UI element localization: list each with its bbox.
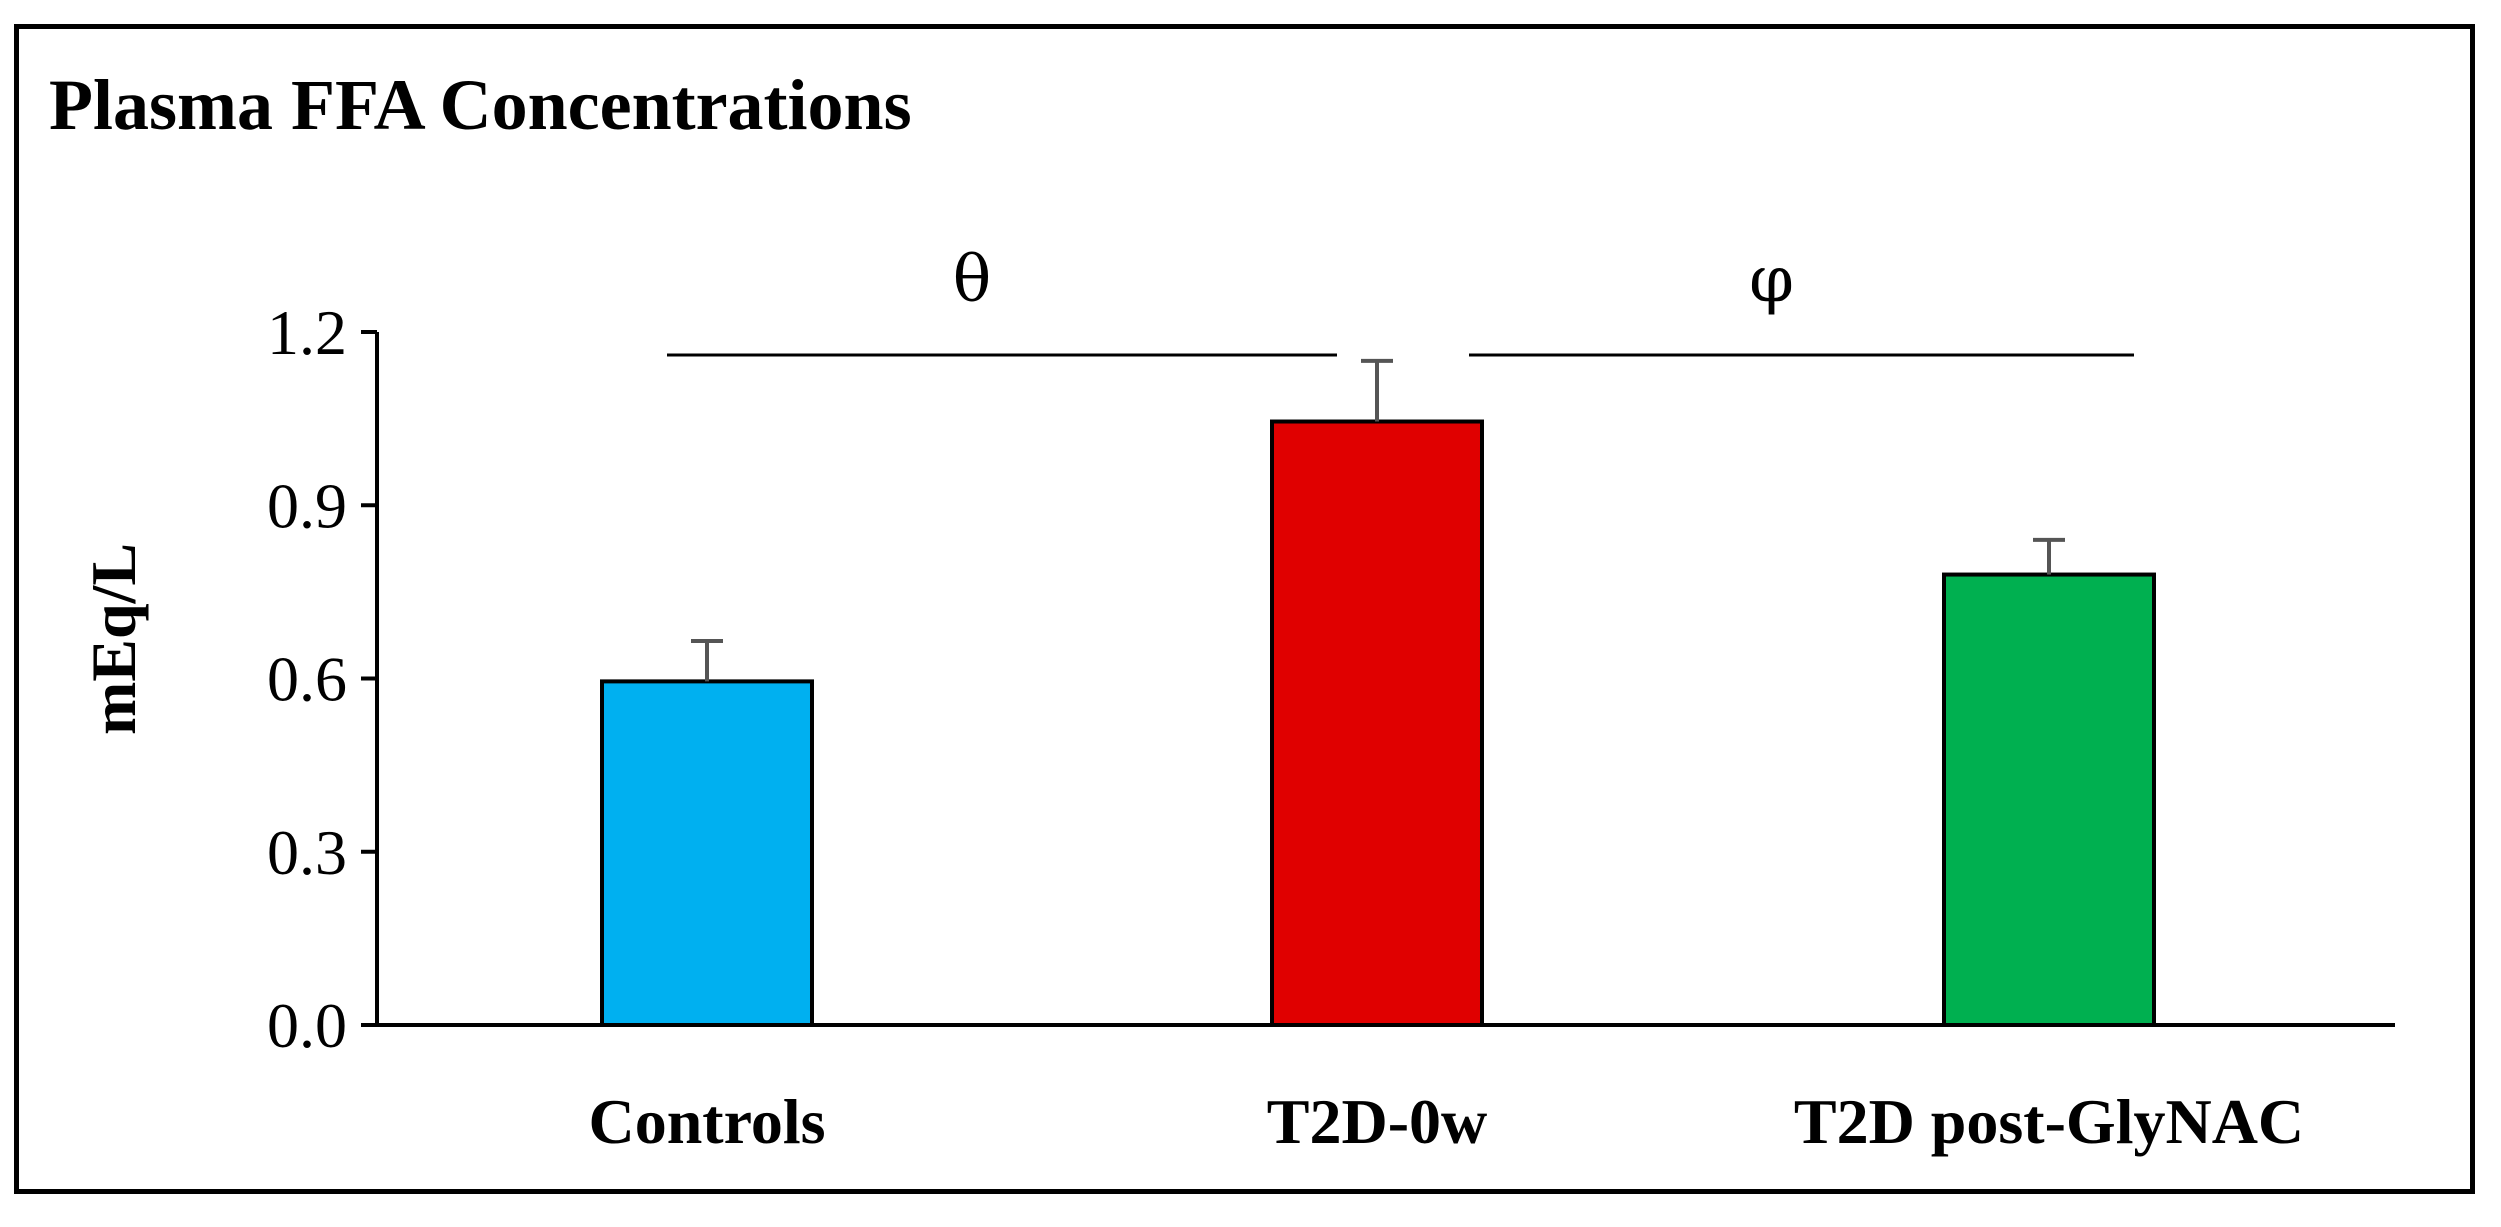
y-axis-label: mEq/L xyxy=(78,543,149,735)
y-tick-label: 1.2 xyxy=(267,297,347,368)
bars: Controls T2D-0w T2D post-GlyNAC xyxy=(588,358,2304,1157)
significance-symbol: θ xyxy=(953,243,992,317)
bar xyxy=(1270,419,1484,1027)
y-tick-label: 0.9 xyxy=(267,470,347,541)
y-tick-label: 0.6 xyxy=(267,644,347,715)
bar xyxy=(1942,572,2156,1027)
category-label: Controls xyxy=(588,1086,825,1157)
category-label: T2D-0w xyxy=(1267,1086,1487,1157)
figure-frame: Plasma FFA Concentrations 0.0 0.3 0.6 0.9 1.… xyxy=(14,24,2475,1194)
significance-symbol: φ xyxy=(1749,243,1794,317)
y-tick-label: 0.3 xyxy=(267,817,347,888)
bar xyxy=(600,679,814,1027)
ffa-bar-chart: Plasma FFA Concentrations 0.0 0.3 0.6 0.9 1.… xyxy=(49,65,2395,1157)
chart-title: Plasma FFA Concentrations xyxy=(49,65,912,145)
y-tick-label: 0.0 xyxy=(267,990,347,1061)
category-label: T2D post-GlyNAC xyxy=(1794,1086,2304,1157)
